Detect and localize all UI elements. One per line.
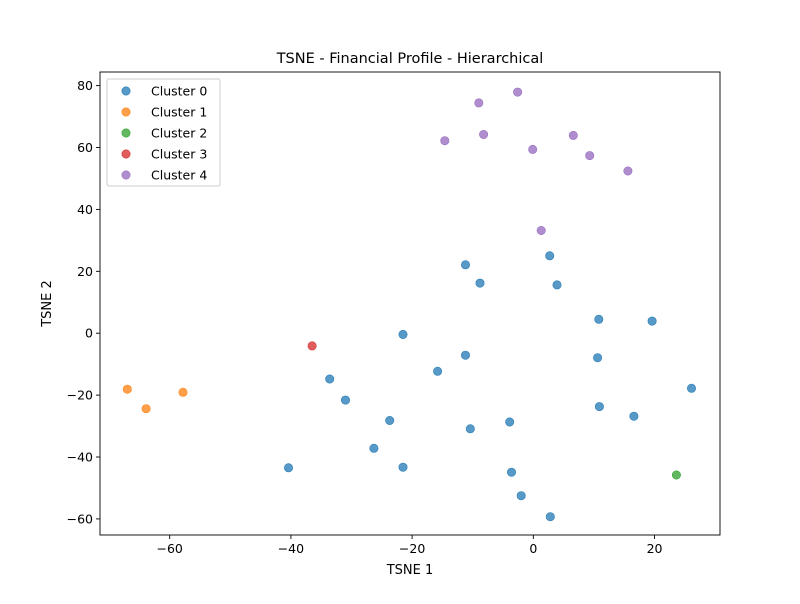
x-axis: −60 −40 −20 0 20 xyxy=(157,535,663,556)
data-point xyxy=(545,251,555,261)
data-point xyxy=(460,260,470,270)
legend-label: Cluster 1 xyxy=(151,105,207,120)
data-point xyxy=(474,98,484,108)
y-tick-label: −20 xyxy=(67,388,93,403)
legend-label: Cluster 0 xyxy=(151,84,207,99)
y-tick-label: −60 xyxy=(67,511,93,526)
y-tick-label: −40 xyxy=(67,450,93,465)
x-tick-label: 20 xyxy=(647,541,663,556)
points-layer xyxy=(122,87,696,522)
data-point xyxy=(325,374,335,384)
y-tick-label: 80 xyxy=(77,78,93,93)
data-point xyxy=(385,415,395,425)
data-point xyxy=(629,411,639,421)
y-tick-label: 60 xyxy=(77,140,93,155)
data-point xyxy=(594,314,604,324)
data-point xyxy=(568,130,578,140)
data-point xyxy=(178,387,188,397)
data-point xyxy=(505,417,515,427)
data-point xyxy=(516,491,526,501)
data-point xyxy=(536,226,546,236)
data-point xyxy=(513,87,523,97)
data-point xyxy=(506,467,516,477)
data-point xyxy=(528,144,538,154)
y-tick-label: 40 xyxy=(77,202,93,217)
x-tick-label: −40 xyxy=(278,541,304,556)
data-point xyxy=(398,462,408,472)
legend-marker xyxy=(121,128,131,138)
x-tick-label: 0 xyxy=(529,541,537,556)
data-point xyxy=(398,329,408,339)
x-tick-label: −20 xyxy=(399,541,425,556)
data-point xyxy=(545,512,555,522)
data-point xyxy=(340,395,350,405)
legend-label: Cluster 4 xyxy=(151,168,207,183)
plot-frame xyxy=(99,71,721,536)
legend-label: Cluster 3 xyxy=(151,147,207,162)
data-point xyxy=(593,353,603,363)
x-tick-label: −60 xyxy=(157,541,183,556)
legend-marker xyxy=(121,107,131,117)
y-tick-label: 0 xyxy=(85,326,93,341)
data-point xyxy=(440,136,450,146)
y-axis: −60 −40 −20 0 20 40 60 80 xyxy=(67,78,100,526)
data-point xyxy=(686,383,696,393)
legend-box xyxy=(106,78,221,187)
data-point xyxy=(552,280,562,290)
legend-marker xyxy=(121,170,131,180)
data-point xyxy=(369,443,379,453)
data-point xyxy=(594,402,604,412)
legend-label: Cluster 2 xyxy=(151,126,207,141)
x-axis-label: TSNE 1 xyxy=(386,563,434,578)
data-point xyxy=(475,278,485,288)
data-point xyxy=(479,130,489,140)
data-point xyxy=(460,350,470,360)
data-point xyxy=(585,151,595,161)
legend-marker xyxy=(121,149,131,159)
legend: Cluster 0 Cluster 1 Cluster 2 Cluster 3 Clus… xyxy=(106,78,221,187)
data-point xyxy=(433,366,443,376)
data-point xyxy=(122,384,132,394)
y-tick-label: 20 xyxy=(77,264,93,279)
data-point xyxy=(283,463,293,473)
data-point xyxy=(465,424,475,434)
data-point xyxy=(623,166,633,176)
y-axis-label: TSNE 2 xyxy=(40,280,55,328)
legend-marker xyxy=(121,86,131,96)
chart-title: TSNE - Financial Profile - Hierarchical xyxy=(276,51,544,67)
data-point xyxy=(307,341,317,351)
data-point xyxy=(671,470,681,480)
data-point xyxy=(141,404,151,414)
data-point xyxy=(647,316,657,326)
